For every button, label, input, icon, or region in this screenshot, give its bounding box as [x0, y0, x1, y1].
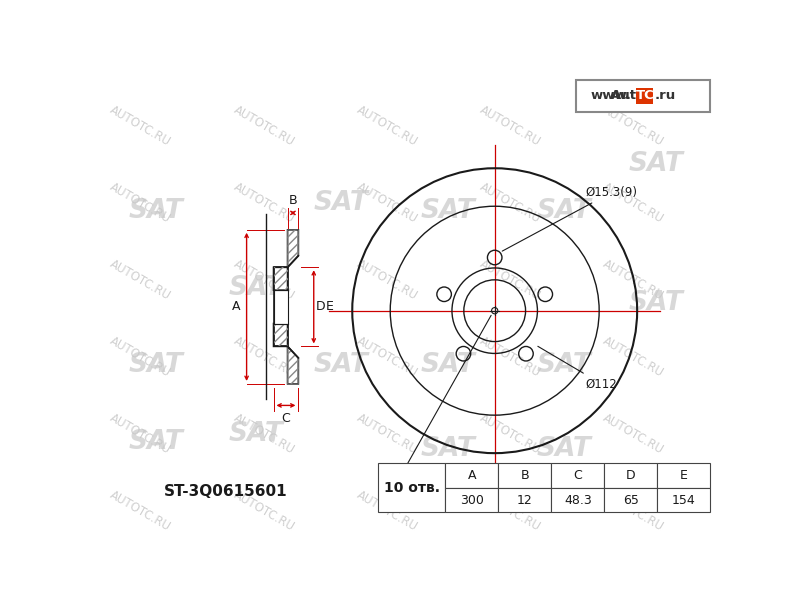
Text: AUTOTC.RU: AUTOTC.RU	[478, 257, 543, 302]
Text: C: C	[574, 469, 582, 482]
Text: SAT: SAT	[229, 421, 283, 447]
Text: AUTOTC.RU: AUTOTC.RU	[108, 411, 174, 457]
Text: 10 отв.: 10 отв.	[383, 481, 439, 495]
Text: AUTOTC.RU: AUTOTC.RU	[601, 334, 666, 380]
Text: SAT: SAT	[421, 197, 476, 224]
Text: D: D	[315, 301, 325, 313]
Text: SAT: SAT	[629, 290, 684, 316]
Text: AUTOTC.RU: AUTOTC.RU	[478, 488, 543, 533]
Text: SAT: SAT	[314, 190, 368, 216]
Text: AUTOTC.RU: AUTOTC.RU	[354, 103, 420, 149]
Bar	[274, 268, 287, 290]
Text: ST-3Q0615601: ST-3Q0615601	[163, 484, 287, 499]
Text: AUTOTC.RU: AUTOTC.RU	[354, 334, 420, 380]
Text: SAT: SAT	[229, 275, 283, 301]
Text: B: B	[521, 469, 529, 482]
Text: D: D	[626, 469, 636, 482]
Text: AUTOTC.RU: AUTOTC.RU	[108, 180, 174, 226]
Text: AUTOTC.RU: AUTOTC.RU	[601, 103, 666, 149]
Text: AUTOTC.RU: AUTOTC.RU	[601, 488, 666, 533]
Bar	[446, 488, 498, 512]
Text: TC: TC	[635, 89, 654, 103]
Text: SAT: SAT	[537, 352, 591, 377]
Text: AUTOTC.RU: AUTOTC.RU	[478, 180, 543, 226]
Text: AUTOTC.RU: AUTOTC.RU	[601, 257, 666, 302]
Text: AUTOTC.RU: AUTOTC.RU	[108, 103, 174, 149]
Bar	[274, 323, 287, 346]
Text: 300: 300	[460, 494, 484, 506]
Text: 154: 154	[672, 494, 696, 506]
Text: 12: 12	[517, 494, 533, 506]
Text: SAT: SAT	[421, 352, 476, 377]
Bar	[378, 463, 446, 512]
Bar	[551, 488, 604, 512]
Text: 48.3: 48.3	[564, 494, 592, 506]
Bar	[636, 88, 654, 104]
Text: Ø112: Ø112	[538, 346, 618, 391]
Text: SAT: SAT	[314, 352, 368, 377]
Text: C: C	[282, 412, 290, 425]
Bar	[498, 488, 551, 512]
Text: E: E	[326, 301, 334, 313]
Text: AUTOTC.RU: AUTOTC.RU	[354, 488, 420, 533]
Text: AUTOTC.RU: AUTOTC.RU	[601, 411, 666, 457]
Text: AUTOTC.RU: AUTOTC.RU	[354, 411, 420, 457]
Text: SAT: SAT	[629, 151, 684, 178]
Bar	[498, 463, 551, 488]
Text: AUTOTC.RU: AUTOTC.RU	[478, 103, 543, 149]
Text: AUTOTC.RU: AUTOTC.RU	[478, 411, 543, 457]
Polygon shape	[274, 290, 287, 323]
Bar	[658, 488, 710, 512]
Text: AUTOTC.RU: AUTOTC.RU	[231, 411, 297, 457]
Bar	[604, 463, 658, 488]
Bar	[446, 463, 498, 488]
Text: AUTOTC.RU: AUTOTC.RU	[231, 334, 297, 380]
Text: AUTOTC.RU: AUTOTC.RU	[108, 257, 174, 302]
Text: AUTOTC.RU: AUTOTC.RU	[478, 334, 543, 380]
Text: SAT: SAT	[537, 197, 591, 224]
Text: A: A	[468, 469, 476, 482]
Text: Ø6.6: Ø6.6	[381, 316, 491, 493]
Text: AUTOTC.RU: AUTOTC.RU	[108, 488, 174, 533]
Text: AUTOTC.RU: AUTOTC.RU	[354, 180, 420, 226]
Text: Auto: Auto	[611, 89, 646, 103]
Text: Ø15.3(9): Ø15.3(9)	[502, 186, 638, 251]
Bar	[575, 80, 710, 112]
Text: A: A	[231, 301, 240, 313]
Bar	[604, 488, 658, 512]
Text: www.: www.	[590, 89, 631, 103]
Text: AUTOTC.RU: AUTOTC.RU	[231, 180, 297, 226]
Bar	[658, 463, 710, 488]
Text: AUTOTC.RU: AUTOTC.RU	[231, 488, 297, 533]
Text: AUTOTC.RU: AUTOTC.RU	[108, 334, 174, 380]
Text: SAT: SAT	[421, 436, 476, 462]
Text: SAT: SAT	[537, 436, 591, 462]
Text: SAT: SAT	[129, 352, 183, 377]
Text: AUTOTC.RU: AUTOTC.RU	[231, 257, 297, 302]
Text: .ru: .ru	[655, 89, 676, 103]
Text: AUTOTC.RU: AUTOTC.RU	[354, 257, 420, 302]
Text: B: B	[289, 194, 298, 207]
Text: AUTOTC.RU: AUTOTC.RU	[601, 180, 666, 226]
Text: 65: 65	[623, 494, 638, 506]
Bar	[551, 463, 604, 488]
Text: E: E	[680, 469, 688, 482]
Polygon shape	[274, 230, 298, 384]
Text: AUTOTC.RU: AUTOTC.RU	[231, 103, 297, 149]
Text: SAT: SAT	[129, 197, 183, 224]
Text: SAT: SAT	[129, 428, 183, 455]
